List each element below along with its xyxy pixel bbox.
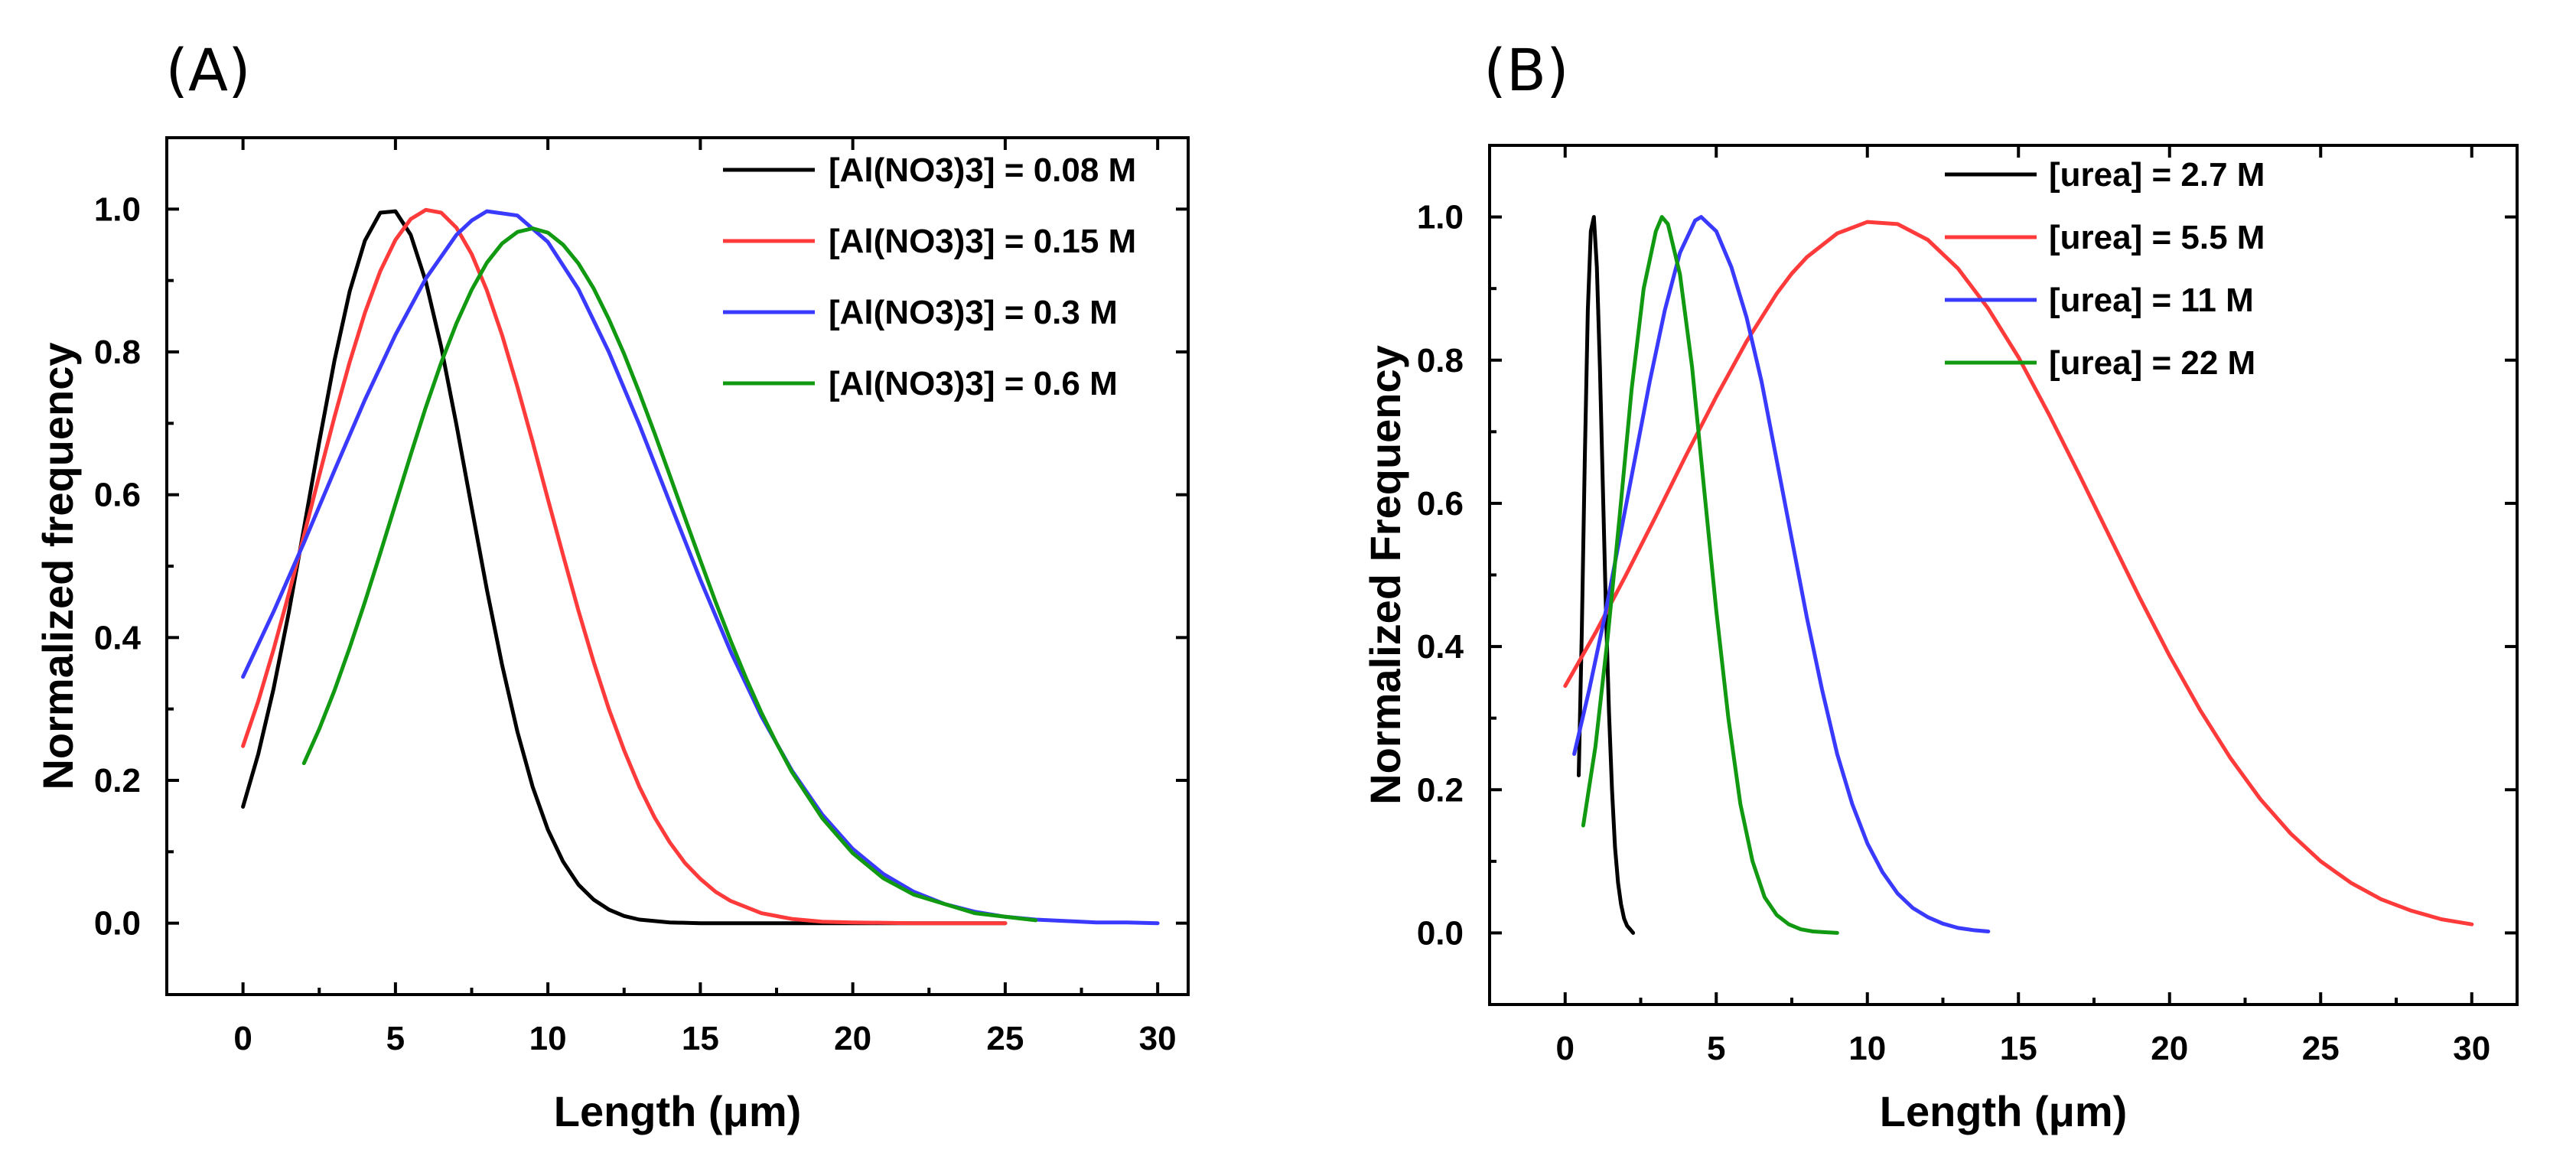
y-tick-label: 0.2 [94, 762, 141, 799]
legend-label: [Al(NO3)3] = 0.08 M [829, 151, 1136, 189]
x-tick-label: 0 [233, 1020, 252, 1057]
x-axis-title: Length (μm) [554, 1087, 802, 1135]
series-line-3 [1572, 215, 1991, 933]
x-tick-label: 20 [834, 1020, 871, 1057]
y-tick-label: 0.2 [1417, 771, 1464, 809]
legend-label: [Al(NO3)3] = 0.3 M [829, 294, 1118, 331]
series-line-2 [241, 207, 1008, 926]
panel-label: (A) [165, 36, 250, 104]
y-tick-label: 0.4 [1417, 628, 1464, 666]
y-tick-label: 0.6 [94, 477, 141, 514]
y-axis-title: Normalized Frequency [1361, 345, 1409, 805]
x-tick-label: 10 [1848, 1030, 1886, 1067]
series-line-4 [1581, 215, 1839, 935]
legend-label: [Al(NO3)3] = 0.15 M [829, 223, 1136, 260]
panel-a: (A) 0 5 10 15 20 25 30 0.0 0.2 0.4 0.6 0.8 1.0 Length … [34, 36, 1190, 1135]
y-axis-title: Normalized frequency [34, 342, 82, 790]
x-tick-label: 15 [682, 1020, 719, 1057]
legend-label: [urea] = 11 M [2049, 282, 2254, 319]
y-tick-label: 0.4 [94, 619, 142, 656]
x-tick-label: 5 [386, 1020, 405, 1057]
series-line-2 [1563, 220, 2474, 926]
legend-label: [Al(NO3)3] = 0.6 M [829, 365, 1118, 402]
plot-frame [165, 136, 1190, 996]
legend-label: [urea] = 5.5 M [2049, 219, 2265, 256]
y-tick-label: 0.8 [94, 334, 141, 371]
x-tick-label: 15 [2000, 1030, 2037, 1067]
y-tick-label: 0.0 [1417, 914, 1464, 952]
panel-b: (B) 0 5 10 15 20 25 30 0.0 0.2 0.4 0.6 0.8 1.0 Length … [1361, 36, 2519, 1135]
legend-label: [urea] = 2.7 M [2049, 156, 2265, 194]
x-tick-label: 10 [529, 1020, 567, 1057]
x-tick-label: 25 [2302, 1030, 2340, 1067]
y-tick-label: 0.6 [1417, 485, 1464, 523]
panel-label: (B) [1483, 36, 1568, 104]
series-line-1 [241, 209, 1008, 926]
y-tick-label: 0.0 [94, 905, 141, 943]
x-tick-label: 30 [1139, 1020, 1177, 1057]
y-tick-label: 1.0 [94, 190, 141, 228]
y-tick-label: 1.0 [1417, 199, 1464, 236]
x-tick-label: 25 [986, 1020, 1024, 1057]
legend-label: [urea] = 22 M [2049, 344, 2255, 382]
series-line-4 [301, 226, 1038, 923]
y-tick-label: 0.8 [1417, 342, 1464, 379]
x-tick-label: 30 [2453, 1030, 2490, 1067]
x-tick-label: 5 [1707, 1030, 1725, 1067]
x-tick-label: 20 [2151, 1030, 2188, 1067]
x-tick-label: 0 [1556, 1030, 1575, 1067]
x-axis-title: Length (μm) [1880, 1087, 2128, 1135]
plot-frame [1488, 144, 2519, 1006]
